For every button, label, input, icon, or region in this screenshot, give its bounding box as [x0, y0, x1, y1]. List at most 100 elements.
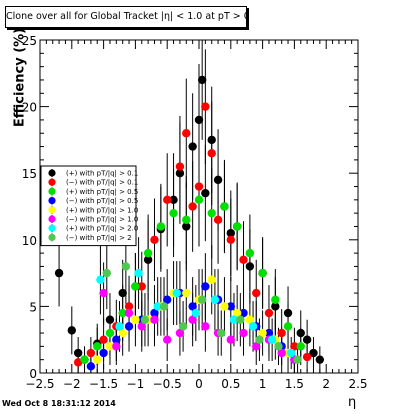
- series-7-point: [178, 322, 188, 331]
- series-5-point: [124, 308, 134, 318]
- series-4-point: [105, 342, 115, 351]
- legend-label: (+) with pT/|q| > 1.0: [66, 206, 138, 214]
- series-5-point: [277, 348, 286, 358]
- series-2-point: [156, 222, 166, 231]
- series-3-point: [201, 282, 210, 291]
- series-1-point: [175, 162, 185, 171]
- series-0-point: [188, 142, 197, 151]
- y-tick-label: 25: [22, 34, 37, 48]
- series-4-point: [207, 275, 216, 284]
- series-6-point: [248, 322, 258, 331]
- series-2-point: [143, 248, 153, 258]
- series-7-point: [274, 342, 283, 351]
- legend-box: [40, 165, 137, 247]
- series-4-point: [93, 355, 102, 364]
- series-6-point: [172, 288, 181, 298]
- series-0-point: [201, 188, 210, 198]
- legend-marker: [48, 206, 56, 214]
- series-3-point: [112, 335, 121, 344]
- series-5-point: [99, 288, 108, 298]
- series-3-point: [226, 302, 235, 311]
- series-0-point: [194, 115, 204, 125]
- y-tick-label: 0: [29, 367, 37, 381]
- series-5-point: [175, 328, 185, 338]
- legend: (+) with pT/|q| > 0.1(−) with pT/|q| > 0…: [40, 165, 138, 247]
- series-0-point: [67, 326, 77, 335]
- chart-title: Clone over all for Global Tracket |η| < …: [5, 6, 247, 28]
- series-6-point: [96, 275, 105, 284]
- series-7-point: [236, 315, 245, 324]
- series-6-point: [210, 295, 220, 304]
- series-2-point: [296, 342, 305, 351]
- series-1-point: [124, 302, 134, 311]
- series-0-point: [213, 175, 223, 185]
- series-2-point: [220, 202, 229, 211]
- series-7-point: [121, 262, 131, 271]
- series-3-point: [239, 308, 248, 318]
- legend-label: (−) with pT/|q| > 0.5: [66, 197, 138, 205]
- series-6-point: [287, 348, 296, 358]
- series-1-point: [150, 235, 159, 244]
- y-axis-label: Efficiency (%): [12, 27, 28, 128]
- series-5-point: [188, 315, 197, 324]
- series-4-point: [245, 315, 255, 324]
- data-points: [54, 75, 325, 371]
- series-4-point: [131, 315, 140, 324]
- series-3-point: [150, 308, 159, 318]
- series-1-point: [226, 235, 235, 244]
- series-1-point: [302, 352, 312, 362]
- legend-marker: [48, 224, 56, 232]
- series-6-point: [134, 268, 143, 278]
- series-1-point: [137, 282, 146, 291]
- series-0-point: [309, 348, 318, 358]
- series-0-point: [169, 195, 178, 205]
- legend-label: (−) with pT/|q| > 0.1: [66, 179, 138, 187]
- x-tick-label: −2.5: [25, 377, 54, 391]
- x-tick-label: −1: [127, 377, 145, 391]
- series-0-point: [175, 169, 185, 178]
- series-1-point: [207, 149, 216, 158]
- series-5-point: [239, 328, 248, 338]
- series-2-point: [232, 222, 242, 231]
- series-1-point: [194, 182, 204, 191]
- x-axis-label: η: [348, 395, 357, 410]
- y-tick-label: 10: [22, 234, 37, 248]
- series-4-point: [182, 288, 191, 298]
- series-2-point: [207, 208, 216, 218]
- x-tick-label: 1: [259, 377, 267, 391]
- series-5-point: [112, 342, 121, 351]
- series-6-point: [153, 302, 162, 311]
- series-1-point: [264, 308, 274, 318]
- legend-label: (−) with pT/|q| > 2: [66, 234, 132, 242]
- series-0-point: [302, 335, 312, 344]
- series-5-point: [150, 315, 159, 324]
- series-0-point: [296, 328, 305, 338]
- legend-label: (+) with pT/|q| > 2.0: [66, 225, 138, 233]
- legend-label: (+) with pT/|q| > 0.5: [66, 188, 138, 196]
- series-3-point: [124, 322, 134, 331]
- series-2-point: [93, 342, 102, 351]
- series-0-point: [283, 308, 293, 318]
- series-0-point: [54, 268, 64, 278]
- legend-label: (−) with pT/|q| > 1.0: [66, 216, 138, 224]
- series-3-point: [264, 328, 274, 338]
- series-4-point: [220, 302, 229, 311]
- series-7-point: [140, 315, 150, 324]
- legend-marker: [48, 197, 56, 205]
- x-tick-label: 1.5: [285, 377, 304, 391]
- series-5-point: [226, 335, 235, 344]
- series-7-point: [159, 302, 169, 311]
- series-5-point: [252, 342, 261, 351]
- series-0-point: [197, 75, 207, 85]
- series-2-point: [169, 208, 178, 218]
- series-0-point: [271, 302, 280, 311]
- series-1-point: [239, 255, 248, 264]
- x-tick-label: −0.5: [153, 377, 182, 391]
- y-tick-label: 20: [22, 101, 37, 115]
- series-3-point: [99, 348, 108, 358]
- series-6-point: [229, 315, 239, 324]
- series-6-point: [115, 322, 124, 331]
- series-1-point: [86, 348, 96, 358]
- series-1-point: [290, 342, 299, 351]
- series-3-point: [86, 362, 96, 371]
